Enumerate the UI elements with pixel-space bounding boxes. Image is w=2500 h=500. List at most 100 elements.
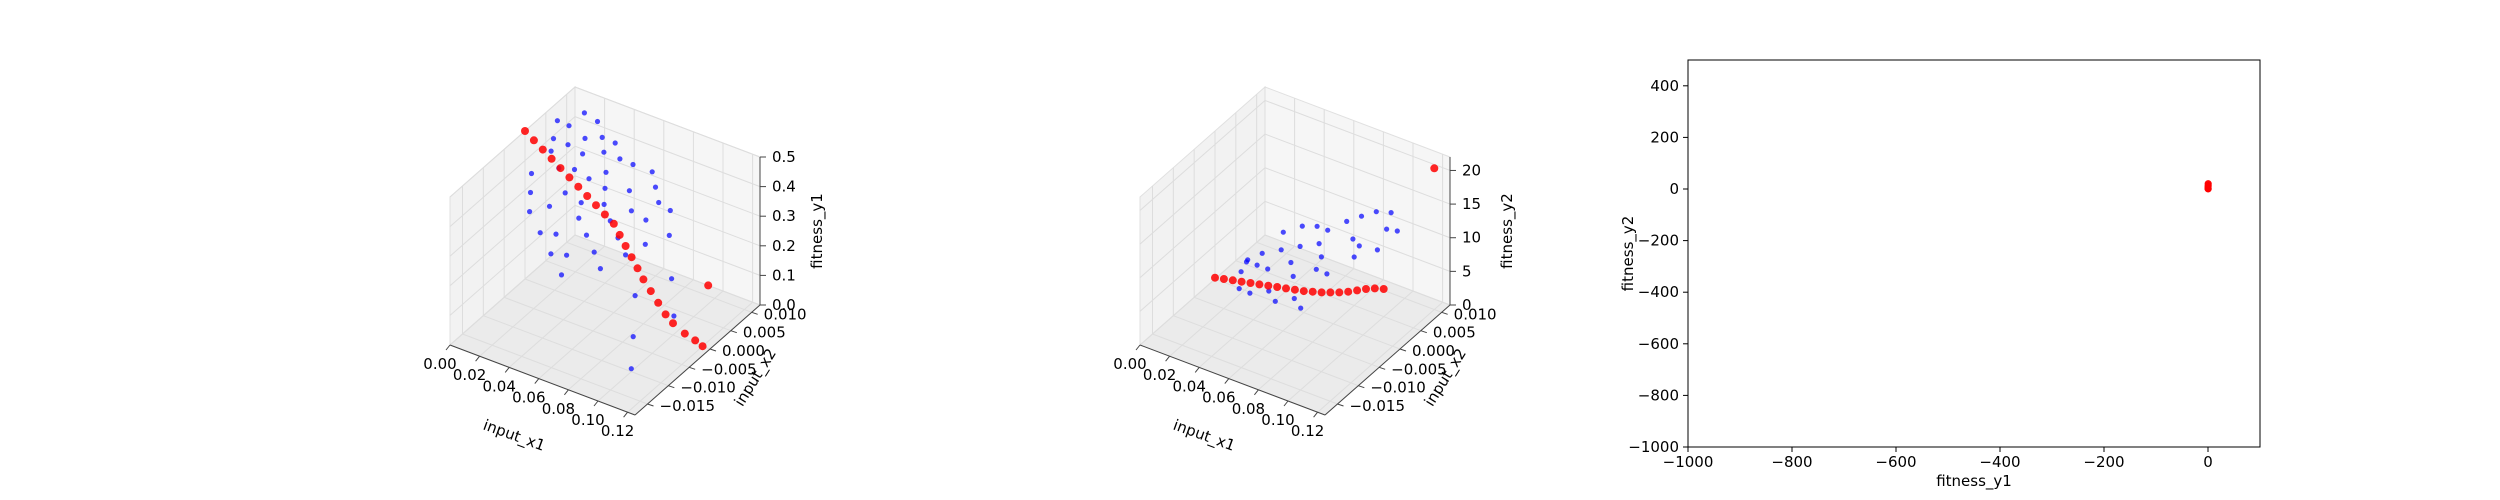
x-tick-label: −800 [1771, 453, 1812, 471]
blue-point [1313, 266, 1319, 272]
blue-point [643, 217, 649, 223]
y-tick-label: −600 [1638, 335, 1679, 353]
y-tick-label: 200 [1650, 128, 1679, 146]
gridline-z [574, 86, 761, 158]
x-tick [475, 355, 480, 362]
red-point [600, 210, 609, 219]
red-point [1264, 281, 1273, 290]
blue-point [601, 149, 607, 155]
blue-point [656, 199, 662, 206]
x-tick-label: 0.12 [1291, 422, 1324, 440]
y-tick [1358, 385, 1365, 389]
y-tick-label: −0.015 [660, 397, 716, 415]
blue-point [626, 188, 633, 194]
red-point [680, 329, 689, 338]
x-axis-label: input_x1 [1170, 416, 1237, 456]
red-point [1362, 285, 1370, 293]
red-point [646, 287, 655, 296]
blue-point [591, 249, 597, 255]
gridline-y [1256, 241, 1442, 313]
blue-point [1247, 290, 1253, 296]
blue-point [562, 190, 568, 196]
red-point [1344, 287, 1353, 296]
blue-point [1272, 298, 1278, 304]
x-axis-line [449, 344, 636, 416]
blue-point [1238, 269, 1244, 275]
gridline-x [1169, 245, 1295, 357]
x-tick-label: 0.04 [1172, 377, 1205, 395]
gridline-x [538, 268, 665, 379]
x-tick-label: 0.12 [601, 422, 634, 440]
blue-point [667, 207, 673, 214]
gridline-y [462, 333, 648, 405]
blue-point [553, 231, 559, 237]
x-tick [534, 378, 540, 384]
red-point [1308, 287, 1317, 296]
blue-point [1384, 226, 1390, 232]
blue-point [597, 266, 604, 272]
x-tick [504, 367, 510, 373]
blue-point [1254, 262, 1260, 268]
blue-point [649, 169, 655, 175]
gridline-x [1287, 290, 1414, 402]
red-point [691, 336, 700, 345]
gridline-z [1139, 200, 1266, 312]
z-tick-label: 0.0 [772, 296, 796, 314]
y-tick [1399, 348, 1407, 352]
blue-point [628, 208, 635, 214]
x-tick [1254, 389, 1259, 396]
y-tick [1379, 366, 1386, 370]
y-tick-label: −0.010 [680, 379, 736, 397]
gridline-x [508, 257, 635, 368]
red-point [621, 242, 630, 250]
blue-point [1280, 229, 1286, 235]
blue-point [1245, 257, 1251, 263]
y-tick [668, 385, 675, 389]
blue-point [1318, 254, 1324, 260]
blue-point [642, 241, 648, 247]
chart-2d-fitness-y1-vs-y2: −1000 −800 −600 −400 −200 0 −1000 −800 −600 −400 −… [1619, 59, 2261, 491]
y-tick [1420, 330, 1427, 334]
red-point [615, 230, 624, 239]
red-point [538, 145, 547, 154]
blue-point [666, 232, 672, 238]
blue-point [1266, 288, 1272, 294]
gridline-z [1139, 133, 1266, 245]
blue-point [1356, 243, 1362, 249]
x-tick-label: 0.02 [1143, 366, 1176, 384]
gridline-x [1228, 268, 1355, 379]
x-tick-label: 0.08 [542, 400, 575, 418]
plot-area [1687, 59, 2261, 448]
z-tick-label: 0.4 [772, 178, 796, 196]
x-tick-label: 0.10 [571, 411, 604, 429]
gridline-x [1258, 279, 1384, 391]
gridline-y [1214, 278, 1401, 350]
y-tick [1337, 403, 1344, 407]
y-axis-line [1324, 304, 1451, 416]
x-tick-label: 0.00 [423, 355, 456, 373]
y-tick-label: −800 [1638, 386, 1679, 404]
z-tick-label: 0.5 [772, 148, 796, 166]
blue-point [601, 201, 607, 207]
blue-point [652, 184, 659, 190]
blue-point [565, 142, 571, 148]
red-point [1237, 277, 1246, 286]
blue-point [546, 203, 553, 209]
y-tick [751, 311, 758, 315]
blue-point [1314, 223, 1320, 229]
y-tick [647, 403, 654, 407]
chart-3d-fitness-y2: 0.000.020.040.060.080.100.12 −0.015−0.010… [1113, 85, 1517, 456]
gridline-y [524, 278, 711, 350]
gridline-y [545, 260, 732, 332]
gridline-x [1198, 257, 1325, 368]
blue-point [550, 136, 557, 142]
red-point [1211, 273, 1219, 282]
blue-point [1288, 259, 1294, 266]
y-tick-label: −0.005 [701, 360, 757, 378]
x-tick [564, 389, 569, 396]
x-tick-label: 0.06 [512, 389, 545, 407]
y-tick-label: 0.000 [722, 342, 765, 360]
x-tick [1224, 378, 1230, 384]
y-tick-label: 0.000 [1412, 342, 1455, 360]
